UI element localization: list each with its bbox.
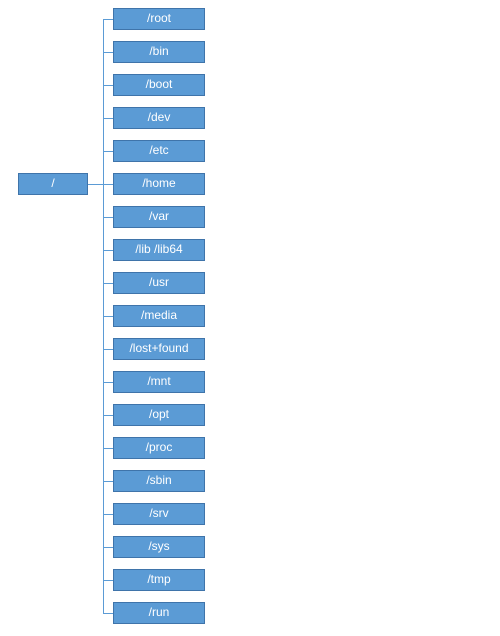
node-label: /etc [149, 144, 168, 157]
edge-branch [103, 547, 113, 548]
node-dir-opt: /opt [113, 404, 205, 426]
edge-branch [103, 19, 113, 20]
node-label: /var [149, 210, 169, 223]
node-label: /tmp [147, 573, 170, 586]
edge-branch [103, 349, 113, 350]
edge-branch [103, 118, 113, 119]
edge-branch [103, 382, 113, 383]
node-dir-srv: /srv [113, 503, 205, 525]
edge-branch [103, 250, 113, 251]
node-label: /dev [148, 111, 171, 124]
edge-branch [103, 448, 113, 449]
node-label: /proc [146, 441, 173, 454]
node-dir-usr: /usr [113, 272, 205, 294]
edge-branch [103, 217, 113, 218]
edge-branch [103, 151, 113, 152]
node-dir-bin: /bin [113, 41, 205, 63]
node-dir-etc: /etc [113, 140, 205, 162]
node-dir-run: /run [113, 602, 205, 624]
node-label: /mnt [147, 375, 170, 388]
node-label: /opt [149, 408, 169, 421]
edge-branch [103, 316, 113, 317]
node-label: /lost+found [129, 342, 188, 355]
edge-branch [103, 481, 113, 482]
node-root-slash: / [18, 173, 88, 195]
node-dir-root: /root [113, 8, 205, 30]
filesystem-tree-diagram: { "diagram": { "type": "tree", "backgrou… [0, 0, 500, 636]
node-label: /usr [149, 276, 169, 289]
node-dir-var: /var [113, 206, 205, 228]
node-dir-proc: /proc [113, 437, 205, 459]
node-dir-lib: /lib /lib64 [113, 239, 205, 261]
edge-branch [103, 283, 113, 284]
edge-root-connector [88, 184, 104, 185]
node-dir-mnt: /mnt [113, 371, 205, 393]
node-label: /sys [148, 540, 169, 553]
node-dir-boot: /boot [113, 74, 205, 96]
node-label: /home [142, 177, 175, 190]
node-label: /boot [146, 78, 173, 91]
node-label: /srv [149, 507, 168, 520]
node-label: /lib /lib64 [135, 243, 182, 256]
node-label: / [51, 177, 54, 190]
node-dir-home: /home [113, 173, 205, 195]
edge-branch [103, 52, 113, 53]
node-dir-sys: /sys [113, 536, 205, 558]
node-label: /bin [149, 45, 168, 58]
edge-branch [103, 613, 113, 614]
node-label: /sbin [146, 474, 171, 487]
node-dir-lostfound: /lost+found [113, 338, 205, 360]
edge-branch [103, 514, 113, 515]
node-dir-dev: /dev [113, 107, 205, 129]
edge-branch [103, 580, 113, 581]
edge-branch [103, 184, 113, 185]
edge-branch [103, 415, 113, 416]
node-dir-media: /media [113, 305, 205, 327]
node-label: /root [147, 12, 171, 25]
node-dir-sbin: /sbin [113, 470, 205, 492]
edge-branch [103, 85, 113, 86]
node-label: /media [141, 309, 177, 322]
node-dir-tmp: /tmp [113, 569, 205, 591]
node-label: /run [149, 606, 170, 619]
